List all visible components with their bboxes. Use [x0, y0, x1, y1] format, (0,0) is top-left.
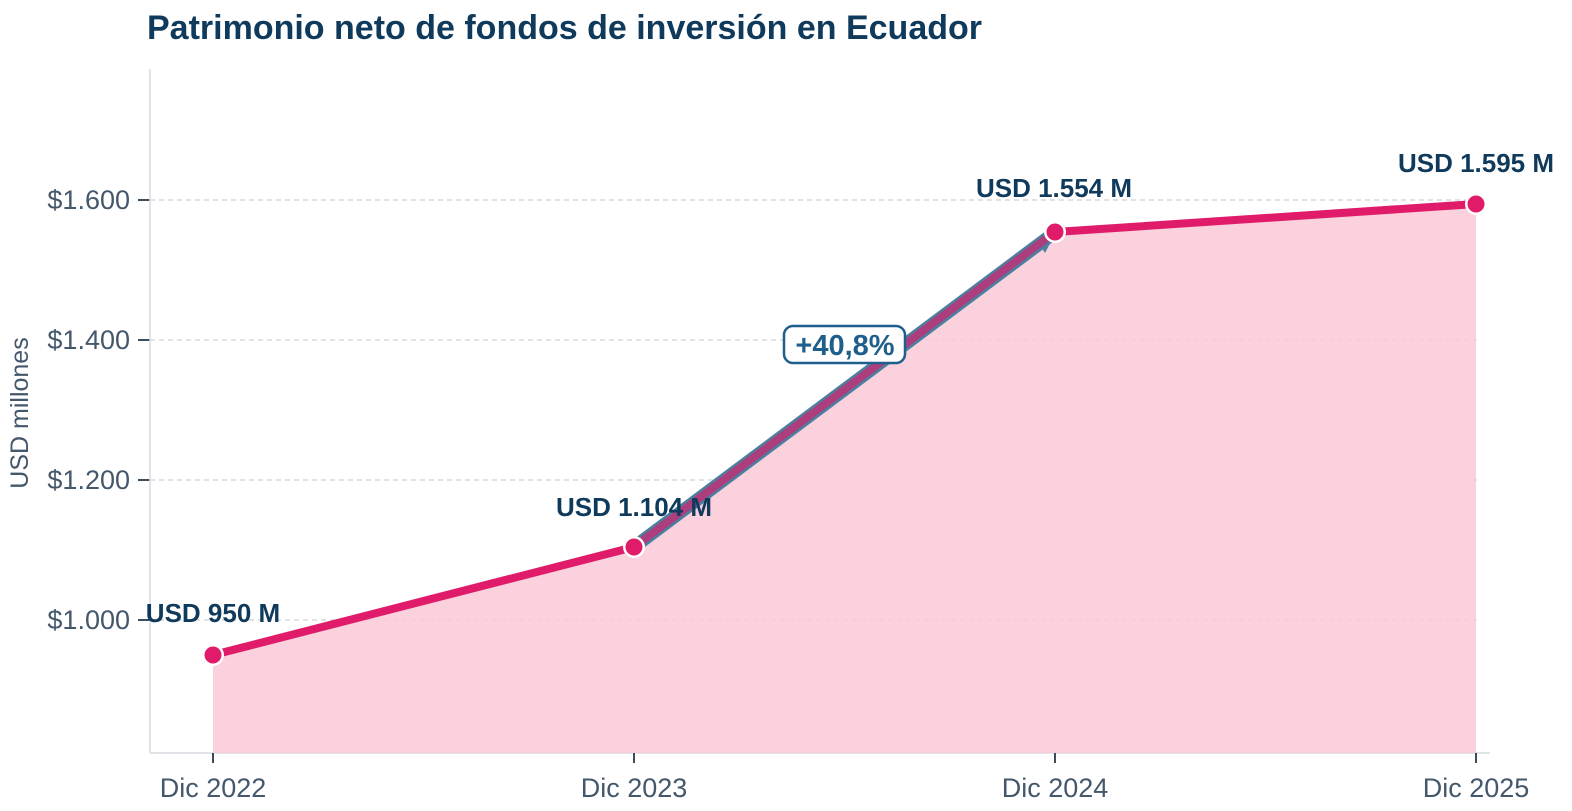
svg-text:Dic 2025: Dic 2025: [1423, 773, 1530, 803]
svg-text:USD 1.554 M: USD 1.554 M: [976, 173, 1132, 203]
svg-text:Dic 2024: Dic 2024: [1002, 773, 1109, 803]
svg-text:USD 950 M: USD 950 M: [146, 598, 280, 628]
svg-text:Dic 2023: Dic 2023: [581, 773, 688, 803]
svg-text:Dic 2022: Dic 2022: [160, 773, 267, 803]
svg-text:+40,8%: +40,8%: [795, 330, 894, 362]
svg-text:USD 1.104 M: USD 1.104 M: [556, 492, 712, 522]
svg-text:$1.400: $1.400: [47, 325, 130, 355]
svg-text:$1.600: $1.600: [47, 185, 130, 215]
svg-text:$1.000: $1.000: [47, 605, 130, 635]
svg-text:USD 1.595 M: USD 1.595 M: [1398, 148, 1554, 178]
svg-text:$1.200: $1.200: [47, 465, 130, 495]
